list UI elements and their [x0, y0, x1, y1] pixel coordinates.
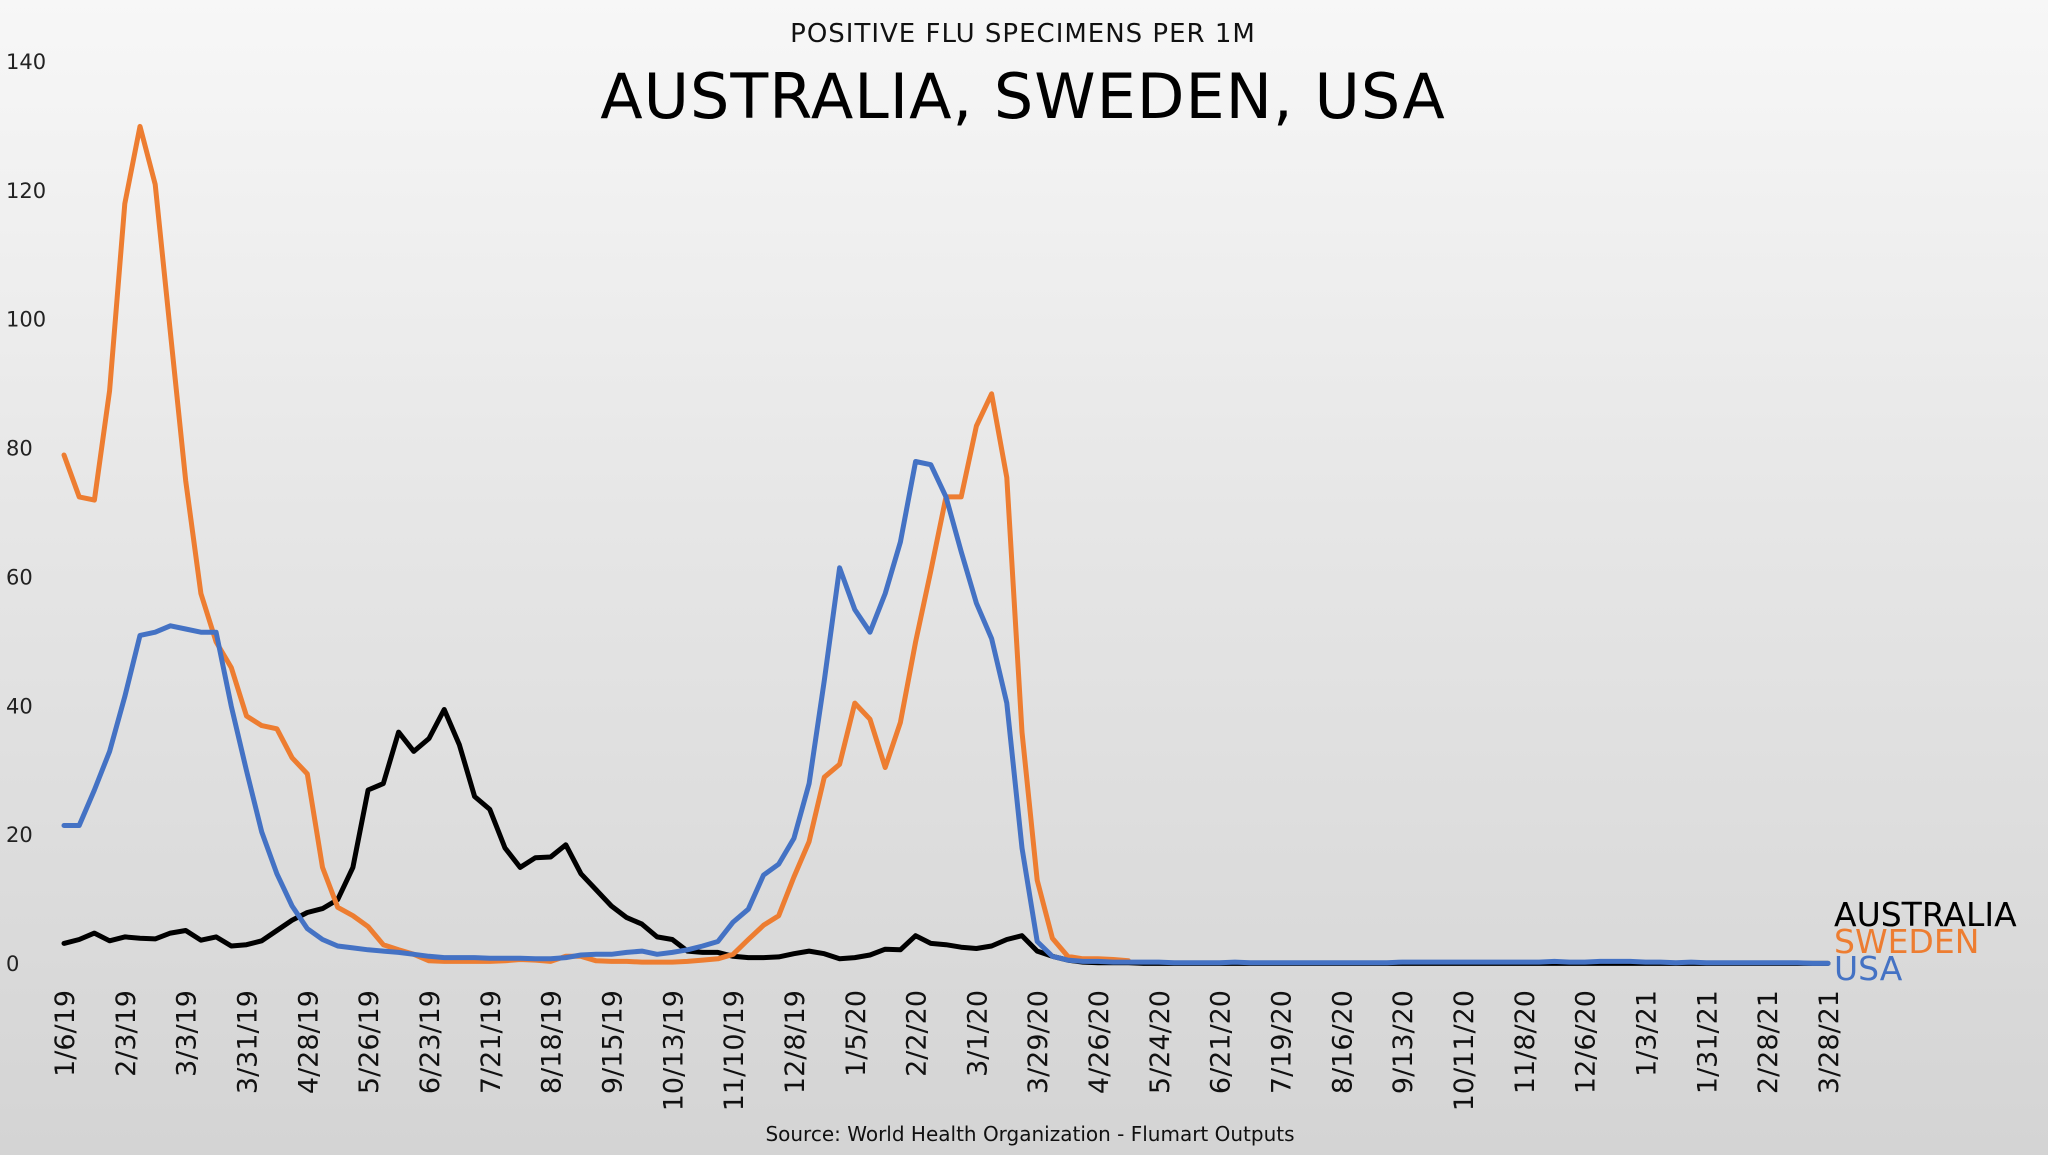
- x-tick-label: 3/1/20: [962, 990, 993, 1077]
- legend-item-usa: USA: [1834, 949, 1903, 988]
- x-tick-label: 6/21/20: [1206, 990, 1237, 1094]
- x-tick-label: 5/26/19: [354, 990, 385, 1094]
- x-tick-label: 2/2/20: [902, 990, 933, 1077]
- x-tick-label: 8/18/19: [537, 990, 568, 1094]
- series-line-australia: [61, 707, 1831, 966]
- chart-title: AUSTRALIA, SWEDEN, USA: [600, 60, 1446, 133]
- x-tick-label: 3/3/19: [172, 990, 203, 1077]
- y-axis-ticks: 0 20 40 60 80 100 120 140: [6, 50, 46, 976]
- x-tick-label: 3/29/20: [1023, 990, 1054, 1094]
- x-tick-label: 4/26/20: [1084, 990, 1115, 1094]
- y-tick-label: 120: [6, 179, 46, 203]
- series-lines: [61, 123, 1831, 966]
- series-line-usa: [61, 459, 1831, 966]
- chart-subtitle: POSITIVE FLU SPECIMENS PER 1M: [790, 19, 1256, 49]
- y-tick-label: 100: [6, 308, 46, 332]
- y-tick-label: 40: [6, 694, 33, 718]
- x-tick-label: 10/13/19: [658, 990, 689, 1111]
- x-tick-label: 7/19/20: [1267, 990, 1298, 1094]
- x-tick-label: 1/6/19: [50, 990, 81, 1077]
- x-tick-label: 1/3/21: [1632, 990, 1663, 1077]
- legend-item-australia: AUSTRALIA: [1834, 895, 2017, 934]
- x-tick-label: 7/21/19: [476, 990, 507, 1094]
- x-tick-label: 1/5/20: [841, 990, 872, 1077]
- x-tick-label: 1/31/21: [1692, 990, 1723, 1094]
- y-tick-label: 20: [6, 823, 33, 847]
- x-tick-label: 3/28/21: [1814, 990, 1845, 1094]
- x-tick-label: 8/16/20: [1327, 990, 1358, 1094]
- x-tick-label: 4/28/19: [293, 990, 324, 1094]
- source-note: Source: World Health Organization - Flum…: [765, 1122, 1294, 1146]
- x-tick-label: 2/28/21: [1753, 990, 1784, 1094]
- x-tick-label: 9/13/20: [1388, 990, 1419, 1094]
- x-tick-label: 10/11/20: [1449, 990, 1480, 1111]
- x-tick-label: 5/24/20: [1145, 990, 1176, 1094]
- x-tick-label: 6/23/19: [415, 990, 446, 1094]
- x-tick-label: 3/31/19: [232, 990, 263, 1094]
- x-tick-label: 11/8/20: [1510, 990, 1541, 1094]
- y-tick-label: 0: [6, 952, 19, 976]
- x-tick-label: 12/6/20: [1571, 990, 1602, 1094]
- y-tick-label: 140: [6, 50, 46, 74]
- x-tick-label: 12/8/19: [780, 990, 811, 1094]
- y-tick-label: 60: [6, 565, 33, 589]
- x-tick-label: 9/15/19: [597, 990, 628, 1094]
- x-tick-label: 11/10/19: [719, 990, 750, 1111]
- legend-item-sweden: SWEDEN: [1834, 922, 1979, 961]
- x-tick-label: 2/3/19: [111, 990, 142, 1077]
- series-line-sweden: [61, 123, 1131, 965]
- y-tick-label: 80: [6, 437, 33, 461]
- x-axis-ticks: 1/6/19 2/3/19 3/3/19 3/31/19 4/28/19 5/26/19 6…: [50, 990, 1845, 1111]
